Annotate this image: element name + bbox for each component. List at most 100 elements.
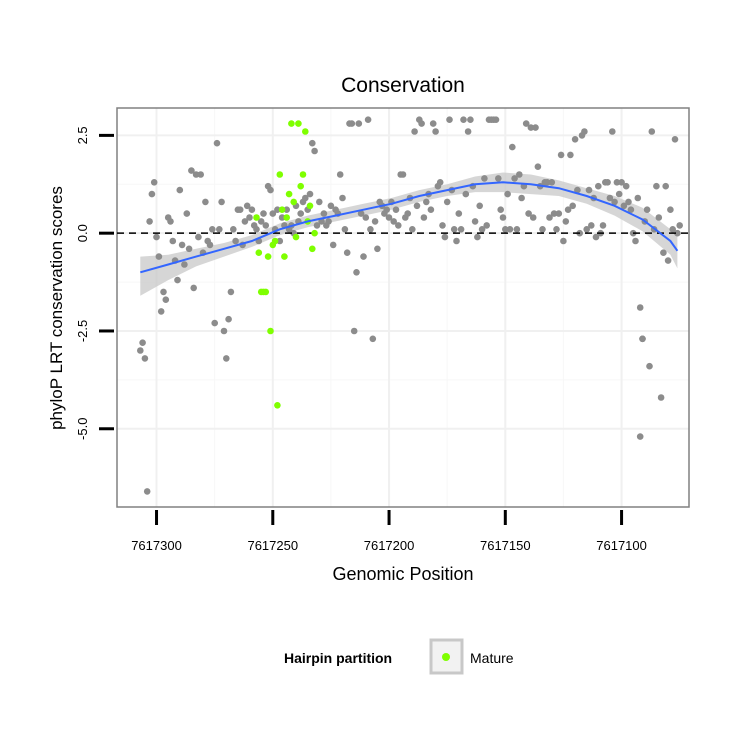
point-other xyxy=(543,179,551,186)
point-other xyxy=(567,151,574,159)
point-other xyxy=(464,128,472,135)
point-other xyxy=(404,210,412,217)
point-other xyxy=(236,206,244,213)
point-other xyxy=(676,222,683,229)
point-other xyxy=(143,488,151,495)
point-other xyxy=(504,190,511,198)
x-tick-label: 7617200 xyxy=(364,538,415,553)
point-other xyxy=(660,249,667,256)
point-other xyxy=(632,237,639,245)
point-other xyxy=(137,347,144,354)
panel-border xyxy=(116,107,690,508)
point-other xyxy=(420,214,428,221)
point-other xyxy=(190,284,197,292)
point-other xyxy=(309,139,316,147)
point-mature xyxy=(281,253,288,260)
point-other xyxy=(262,222,270,229)
point-other xyxy=(423,198,430,206)
point-mature xyxy=(274,402,281,409)
point-mature xyxy=(299,171,307,178)
point-other xyxy=(283,206,291,213)
point-other xyxy=(243,202,251,210)
x-tick-label: 7617300 xyxy=(131,538,182,553)
point-other xyxy=(550,210,558,217)
point-other xyxy=(499,214,507,221)
point-other xyxy=(160,288,167,296)
point-other xyxy=(622,182,630,190)
point-other xyxy=(478,226,486,233)
point-other xyxy=(339,194,346,202)
point-other xyxy=(399,171,407,178)
point-other xyxy=(325,218,332,225)
point-mature xyxy=(306,202,314,210)
point-other xyxy=(369,335,377,343)
point-other xyxy=(441,233,449,241)
point-other xyxy=(139,339,146,347)
point-other xyxy=(657,394,665,401)
point-other xyxy=(636,304,644,311)
point-other xyxy=(157,308,165,315)
point-other xyxy=(183,210,191,217)
point-other xyxy=(432,128,439,135)
point-mature xyxy=(253,214,260,221)
point-other xyxy=(474,233,481,241)
point-other xyxy=(188,167,195,174)
point-other xyxy=(185,245,193,253)
point-other xyxy=(453,237,460,245)
point-other xyxy=(643,206,651,213)
point-other xyxy=(155,253,163,260)
point-other xyxy=(162,296,170,304)
point-other xyxy=(639,335,646,343)
point-other xyxy=(427,206,435,213)
point-other xyxy=(585,186,593,194)
point-other xyxy=(674,229,681,237)
point-other xyxy=(174,276,181,284)
point-other xyxy=(413,202,421,210)
point-mature xyxy=(311,229,318,237)
panel-background xyxy=(117,108,689,507)
axes: 7617300 7617250 7617200 7617150 7617100 2.5 0.… xyxy=(75,126,647,553)
point-other xyxy=(667,206,674,213)
point-other xyxy=(562,218,570,225)
point-other xyxy=(446,116,453,123)
point-other xyxy=(248,206,256,213)
point-mature xyxy=(297,182,305,190)
point-other xyxy=(450,226,458,233)
point-other xyxy=(460,116,467,123)
point-other xyxy=(506,226,514,233)
point-other xyxy=(627,206,635,213)
point-mature xyxy=(267,327,274,335)
point-other xyxy=(439,222,446,229)
point-other xyxy=(209,226,216,233)
point-other xyxy=(374,245,381,253)
point-other xyxy=(320,210,328,217)
point-other xyxy=(269,210,277,217)
point-other xyxy=(511,175,518,182)
point-other xyxy=(618,179,625,186)
point-other xyxy=(181,261,188,268)
point-other xyxy=(230,226,237,233)
point-other xyxy=(206,241,214,249)
point-other xyxy=(569,202,576,210)
x-axis-label: Genomic Position xyxy=(332,564,473,584)
point-other xyxy=(669,226,676,233)
point-other xyxy=(150,179,158,186)
point-other xyxy=(518,194,525,202)
point-other xyxy=(532,124,539,131)
point-mature xyxy=(292,233,300,241)
x-tick-label: 7617150 xyxy=(480,538,531,553)
point-other xyxy=(429,120,437,127)
point-other xyxy=(336,171,344,178)
point-other xyxy=(557,151,565,159)
point-other xyxy=(418,120,425,127)
point-other xyxy=(146,218,153,225)
point-other xyxy=(390,218,398,225)
points-other-series xyxy=(137,116,683,495)
point-other xyxy=(606,194,614,202)
point-other xyxy=(655,214,663,221)
point-other xyxy=(581,128,588,135)
point-other xyxy=(599,222,607,229)
point-other xyxy=(527,124,535,131)
point-other xyxy=(395,222,402,229)
